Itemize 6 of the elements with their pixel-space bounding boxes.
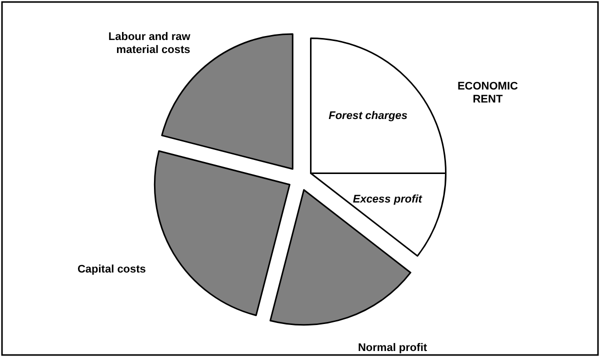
slice-label: Normal profit bbox=[358, 342, 428, 354]
slice-label: Forest charges bbox=[328, 110, 408, 122]
slice-label: Excess profit bbox=[352, 193, 424, 206]
text: ECONOMIC RENT bbox=[457, 80, 518, 106]
slice-label: Labour and raw material costs bbox=[108, 31, 191, 56]
slice-label: Capital costs bbox=[77, 264, 146, 276]
